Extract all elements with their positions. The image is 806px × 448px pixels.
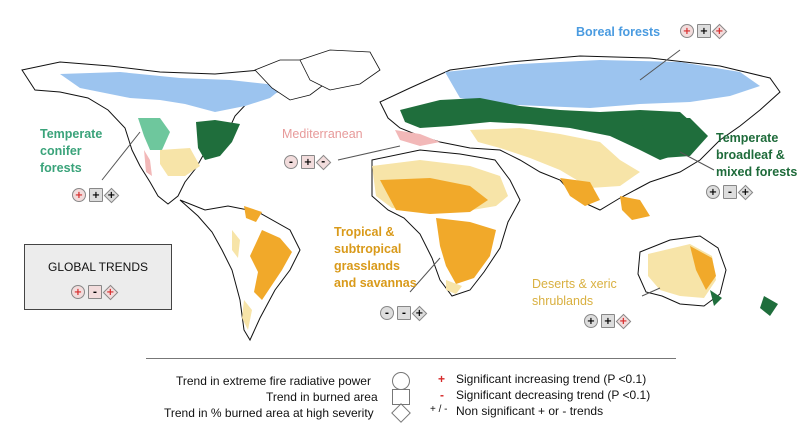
eurasia <box>379 55 781 220</box>
legend-frp-label: Trend in extreme fire radiative power <box>176 374 371 388</box>
trend-severity-diamond: + <box>737 184 754 200</box>
trends-deserts: + + + <box>584 313 632 329</box>
legend-square-icon <box>392 389 410 405</box>
trend-frp-circle: - <box>284 155 298 169</box>
label-boreal: Boreal forests <box>576 25 661 39</box>
callout-arrows <box>101 49 715 297</box>
trends-global: + - + <box>71 284 119 300</box>
australia <box>637 235 778 316</box>
label-temperate-broadleaf: Temperate broadleaf & mixed forests <box>716 131 798 179</box>
trend-burned-square: + <box>601 314 615 328</box>
greenland <box>299 49 381 91</box>
trend-severity-diamond: + <box>615 313 632 329</box>
trend-burned-square: + <box>697 24 711 38</box>
label-temperate-conifer: Temperate conifer forests <box>40 127 103 175</box>
global-trends-title: GLOBAL TRENDS <box>47 260 149 274</box>
trend-severity-diamond: + <box>411 305 428 321</box>
trends-boreal: + + + <box>680 23 728 39</box>
label-tropical: Tropical & subtropical grasslands and sa… <box>334 225 417 290</box>
trends-tropical: - - + <box>380 305 428 321</box>
trend-burned-square: - <box>88 285 102 299</box>
legend-ns-sign: + / - <box>430 404 448 415</box>
trend-frp-circle: + <box>706 185 720 199</box>
legend-circle-icon <box>392 372 410 390</box>
africa <box>371 149 521 297</box>
trend-frp-circle: + <box>584 314 598 328</box>
trend-frp-circle: + <box>72 188 86 202</box>
trends-temperate-conifer: + + + <box>72 187 120 203</box>
trend-severity-diamond: - <box>315 154 332 170</box>
trend-frp-circle: - <box>380 306 394 320</box>
legend-divider <box>146 358 676 359</box>
trend-severity-diamond: + <box>711 23 728 39</box>
legend-plus-sign: + <box>438 372 446 386</box>
trend-frp-circle: + <box>680 24 694 38</box>
trend-burned-square: - <box>397 306 411 320</box>
trend-burned-square: + <box>89 188 103 202</box>
legend-severity-label: Trend in % burned area at high severity <box>164 406 374 420</box>
trend-severity-diamond: + <box>102 284 119 300</box>
legend-burned-label: Trend in burned area <box>266 390 378 404</box>
legend-ns-label: Non significant + or - trends <box>456 404 604 418</box>
legend-plus-label: Significant increasing trend (P <0.1) <box>456 372 647 386</box>
label-deserts: Deserts & xeric shrublands <box>532 277 617 308</box>
trend-burned-square: + <box>301 155 315 169</box>
global-trends-box: GLOBAL TRENDS + - + <box>24 244 172 310</box>
trend-severity-diamond: + <box>103 187 120 203</box>
legend-minus-label: Significant decreasing trend (P <0.1) <box>456 388 651 402</box>
label-mediterranean: Mediterranean <box>282 127 363 141</box>
trends-temperate-broadleaf: + - + <box>706 184 754 200</box>
trend-frp-circle: + <box>71 285 85 299</box>
trend-burned-square: - <box>723 185 737 199</box>
trends-mediterranean: - + - <box>284 154 332 170</box>
legend-minus-sign: - <box>440 388 444 402</box>
south-america <box>179 199 301 342</box>
